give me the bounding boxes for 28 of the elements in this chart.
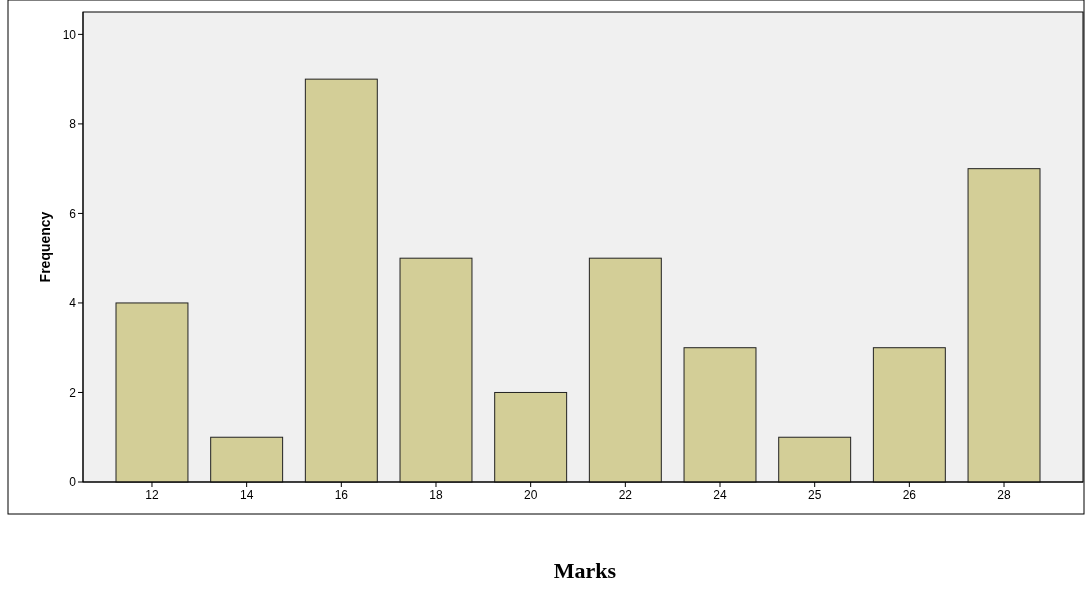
x-tick-label: 18 — [429, 488, 443, 502]
y-tick-label: 4 — [69, 296, 77, 311]
y-tick-label: 8 — [69, 117, 77, 132]
x-axis-title: Marks — [553, 558, 617, 583]
x-tick-label: 24 — [713, 488, 727, 502]
x-tick-label: 12 — [145, 488, 159, 502]
y-axis-title: Frequency — [37, 211, 53, 283]
bar — [304, 78, 378, 483]
y-tick-label: 10 — [62, 27, 77, 42]
bar — [115, 302, 189, 483]
y-tick-label: 2 — [69, 385, 77, 400]
x-tick-label: 22 — [618, 488, 633, 502]
bar — [967, 168, 1041, 483]
x-tick-label: 26 — [902, 488, 917, 502]
bar — [399, 257, 473, 483]
x-tick-label: 20 — [523, 488, 538, 502]
bar — [210, 436, 284, 483]
bar — [778, 436, 852, 483]
bar — [588, 257, 662, 483]
y-tick-label: 6 — [69, 206, 77, 221]
x-tick-label: 16 — [334, 488, 349, 502]
bar — [872, 347, 946, 483]
x-tick-label: 14 — [239, 488, 254, 502]
x-tick-label: 25 — [808, 488, 822, 502]
x-tick-label: 28 — [997, 488, 1012, 502]
bar — [494, 391, 568, 483]
y-tick-label: 0 — [69, 475, 77, 490]
bar — [683, 347, 757, 483]
